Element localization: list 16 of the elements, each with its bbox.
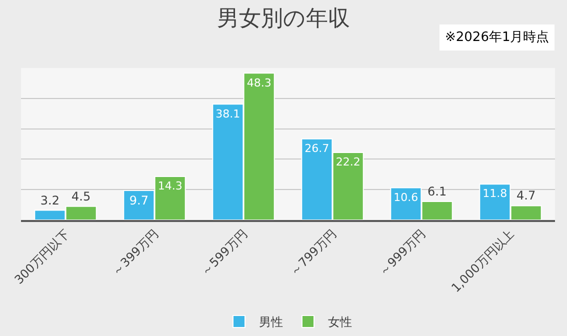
data-label: 26.7	[304, 142, 330, 155]
data-label: 4.7	[516, 188, 536, 203]
data-label: 4.5	[72, 189, 91, 204]
chart-title: 男女別の年収	[217, 6, 350, 32]
data-label: 14.3	[158, 180, 182, 193]
data-label: 48.3	[246, 76, 272, 90]
legend-label: 女性	[328, 315, 352, 330]
data-label: 22.2	[336, 156, 360, 169]
data-label: 3.2	[40, 193, 60, 208]
data-label: 38.1	[216, 107, 240, 120]
data-label: 11.8	[482, 187, 508, 200]
text: ※2026年1月時点	[445, 30, 550, 45]
data-label: 9.7	[129, 194, 148, 208]
data-label: 6.1	[428, 184, 447, 198]
legend-label: 男性	[259, 315, 283, 330]
data-label: 10.6	[394, 190, 418, 204]
